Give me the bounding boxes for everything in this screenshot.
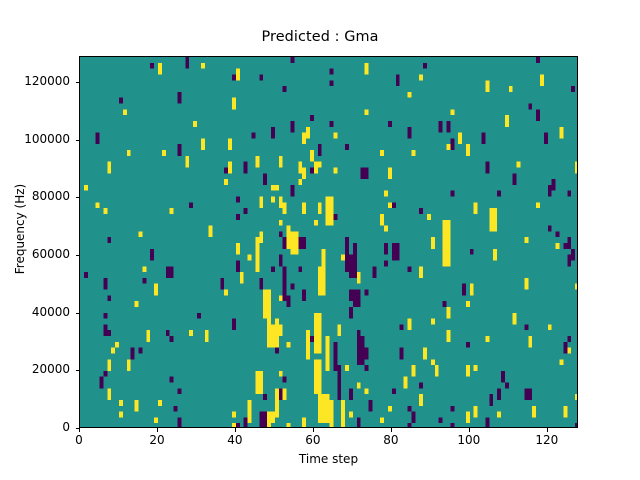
y-tick-label: 60000: [31, 247, 70, 261]
x-tick-mark: [312, 428, 314, 432]
x-tick-mark: [234, 428, 236, 432]
y-axis-label: Frequency (Hz): [13, 183, 27, 275]
y-tick-label: 20000: [31, 362, 70, 377]
x-axis-label: Time step: [298, 452, 359, 466]
heatmap-axes: [79, 56, 578, 428]
x-tick-mark: [157, 428, 158, 432]
y-tick-label: 80000: [31, 189, 70, 204]
x-tick-label: 60: [305, 433, 321, 447]
x-tick-mark: [79, 428, 80, 432]
y-tick-mark: [75, 312, 79, 314]
x-tick-mark: [546, 428, 548, 432]
y-tick-mark: [75, 370, 79, 372]
x-tick-label: 120: [535, 433, 559, 447]
x-tick-mark: [468, 428, 470, 432]
x-tick-label: 0: [75, 433, 83, 447]
y-tick-mark: [75, 255, 79, 256]
page-title: Predicted : Gma: [261, 29, 379, 45]
y-tick-label: 120000: [24, 74, 70, 88]
x-tick-label: 100: [457, 433, 481, 447]
x-tick-label: 20: [149, 433, 165, 447]
x-tick-label: 80: [383, 433, 399, 447]
heatmap-image: [80, 57, 577, 427]
y-tick-mark: [75, 428, 79, 429]
x-tick-label: 40: [227, 433, 243, 447]
y-tick-mark: [75, 82, 79, 83]
y-tick-label: 100000: [24, 131, 70, 146]
y-tick-label: 0: [62, 420, 70, 434]
x-tick-mark: [390, 428, 392, 432]
y-tick-label: 40000: [31, 304, 70, 319]
y-tick-mark: [75, 197, 79, 199]
y-tick-mark: [75, 139, 79, 141]
